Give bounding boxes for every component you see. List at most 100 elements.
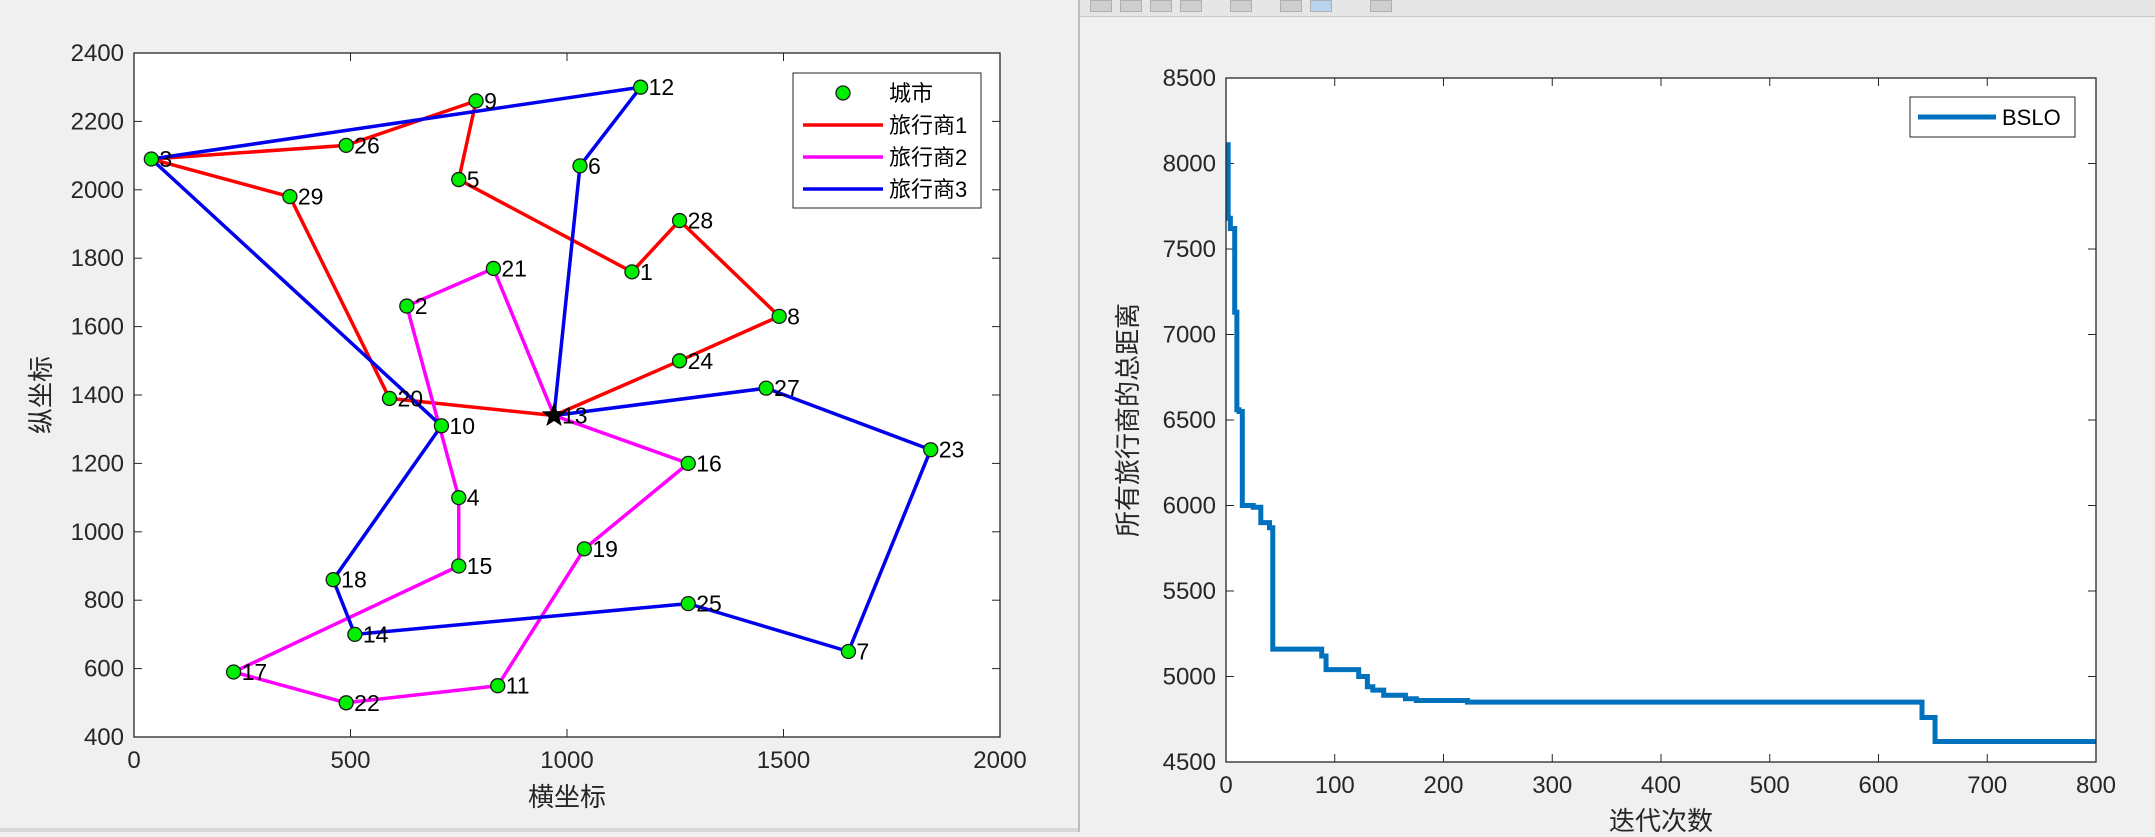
city-marker — [632, 79, 649, 95]
y-axis-label: 纵坐标 — [26, 356, 56, 434]
route-line-salesman-3 — [149, 85, 933, 654]
city-label: 20 — [397, 385, 423, 411]
city-marker — [671, 212, 688, 229]
city-marker — [347, 626, 363, 643]
plot-area — [1226, 78, 2096, 762]
y-tick-label: 1800 — [71, 245, 124, 272]
y-tick-label: 5000 — [1163, 664, 1216, 691]
city-marker — [758, 380, 774, 396]
city-marker — [143, 151, 159, 167]
y-tick-label: 7000 — [1163, 322, 1216, 349]
city-label: 26 — [354, 132, 380, 158]
city-label: 15 — [467, 553, 493, 579]
route-line-salesman-1 — [149, 99, 781, 418]
city-marker — [381, 390, 398, 407]
city-marker — [680, 455, 696, 472]
legend-entry-label: 旅行商2 — [889, 145, 967, 170]
x-axis-label: 迭代次数 — [1609, 806, 1713, 832]
city-marker — [399, 298, 415, 314]
city-label: 1 — [640, 259, 653, 285]
city-label: 11 — [506, 673, 530, 699]
x-tick-label: 0 — [1219, 772, 1232, 799]
x-tick-label: 400 — [1641, 772, 1681, 799]
x-tick-label: 500 — [330, 747, 370, 774]
city-label: 5 — [467, 167, 480, 193]
toolbar-button[interactable] — [1090, 0, 1112, 12]
x-tick-label: 1000 — [540, 747, 593, 774]
y-tick-label: 600 — [84, 656, 124, 683]
toolbar-button[interactable] — [1280, 0, 1302, 12]
figure-toolbar — [1080, 0, 2155, 17]
city-label: 4 — [467, 485, 480, 511]
x-tick-label: 2000 — [973, 747, 1026, 774]
city-marker — [468, 93, 484, 109]
toolbar-button[interactable] — [1180, 0, 1202, 12]
legend-entry-label: 旅行商3 — [889, 177, 967, 202]
city-label: 8 — [787, 303, 800, 329]
axes-box — [1225, 77, 2097, 763]
city-marker — [451, 171, 467, 188]
bslo-convergence-line — [1225, 142, 2096, 744]
city-marker — [490, 678, 506, 694]
city-label: 12 — [649, 74, 675, 100]
city-label: 6 — [588, 153, 601, 179]
toolbar-button[interactable] — [1150, 0, 1172, 12]
x-tick-label: 800 — [2076, 772, 2116, 799]
city-label: 25 — [696, 591, 722, 617]
x-tick-label: 1500 — [757, 747, 810, 774]
city-label: 16 — [696, 450, 722, 476]
legend-box — [792, 72, 982, 209]
toolbar-button[interactable] — [1310, 0, 1332, 12]
city-marker — [923, 442, 939, 458]
y-axis-label: 所有旅行商的总距离 — [1113, 303, 1143, 537]
city-marker — [433, 418, 450, 434]
city-label: 17 — [242, 659, 268, 685]
city-label: 27 — [774, 375, 800, 401]
toolbar-button[interactable] — [1370, 0, 1392, 12]
x-tick-label: 700 — [1967, 772, 2007, 799]
city-label: 14 — [363, 621, 389, 647]
city-label: 19 — [592, 536, 618, 562]
y-tick-label: 8000 — [1163, 151, 1216, 178]
y-tick-label: 8500 — [1163, 65, 1216, 92]
tsp-figure: 0 500 1000 1500 2000 400 600 800 1000 1200 1400 160… — [0, 0, 1078, 832]
city-label: 9 — [484, 88, 497, 114]
city-marker — [771, 308, 787, 324]
y-tick-label: 1000 — [71, 519, 124, 546]
y-tick-label: 5500 — [1163, 578, 1216, 605]
x-tick-label: 600 — [1858, 772, 1898, 799]
city-marker — [338, 137, 354, 153]
city-label: 10 — [449, 413, 475, 439]
city-label: 2 — [415, 293, 428, 319]
toolbar-button[interactable] — [1230, 0, 1252, 12]
y-tick-label: 6000 — [1163, 493, 1216, 520]
toolbar-button[interactable] — [1120, 0, 1142, 12]
legend-entry-label: BSLO — [2002, 105, 2061, 130]
y-tick-label: 2000 — [71, 177, 124, 204]
legend-entry-label: 城市 — [889, 81, 933, 106]
city-marker — [325, 572, 341, 588]
tsp-route-plot: 0 500 1000 1500 2000 400 600 800 1000 1200 1400 160… — [26, 40, 1027, 812]
x-tick-label: 500 — [1750, 772, 1790, 799]
y-tick-label: 6500 — [1163, 407, 1216, 434]
city-marker — [451, 558, 467, 574]
x-tick-label: 200 — [1423, 772, 1463, 799]
city-label: 23 — [939, 437, 965, 463]
x-tick-label: 0 — [127, 747, 140, 774]
x-tick-label: 300 — [1532, 772, 1572, 799]
convergence-figure: 0 100 200 300 400 500 600 700 800 4500 5000 5500 600… — [1078, 0, 2155, 836]
city-label: 21 — [501, 255, 527, 281]
city-label: 18 — [341, 567, 367, 593]
city-marker — [624, 264, 640, 280]
y-tick-label: 7500 — [1163, 236, 1216, 263]
y-tick-label: 800 — [84, 587, 124, 614]
axes-box — [133, 52, 1001, 738]
city-marker — [282, 188, 298, 205]
city-label: 24 — [688, 348, 714, 374]
y-tick-label: 4500 — [1163, 749, 1216, 776]
city-marker — [572, 158, 588, 174]
y-tick-label: 400 — [84, 724, 124, 751]
city-marker — [485, 260, 502, 277]
city-marker — [680, 595, 696, 612]
legend-city-marker — [835, 85, 851, 101]
